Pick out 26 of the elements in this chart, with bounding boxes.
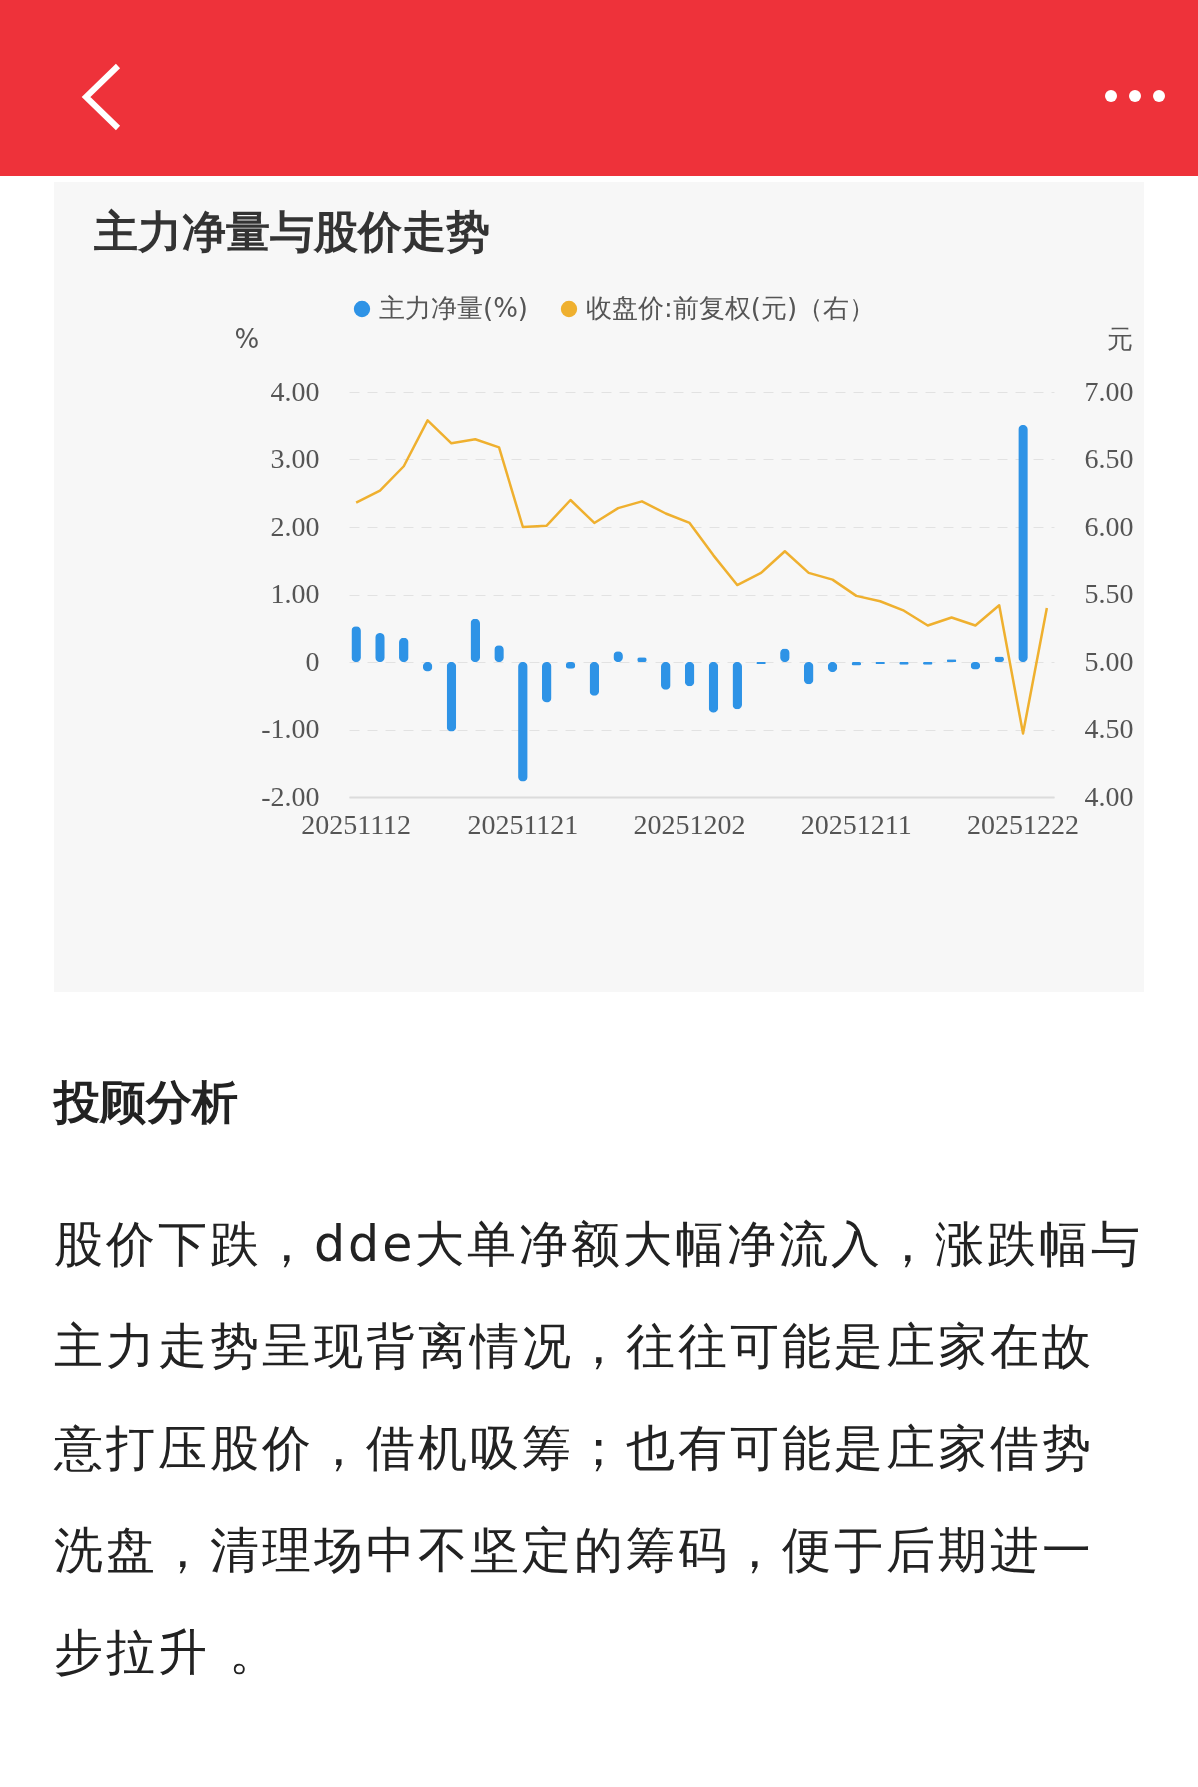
x-tick-label: 20251202 bbox=[633, 808, 746, 840]
x-tick-label: 20251211 bbox=[800, 808, 912, 840]
bar bbox=[446, 662, 457, 732]
y2-axis-title: 元 bbox=[1106, 323, 1133, 354]
text: 股价下跌，dde大单净额大幅净流入，涨跌幅与主力走势呈现背离情况，往往可能是庄家在故意打压股价，借机吸筹；也有可能是庄家借势洗盘，清理场中不坚定的筹码，便于后期进一步拉升 。 bbox=[54, 1215, 1144, 1683]
y2-tick-label: 5.00 bbox=[1084, 645, 1134, 677]
chart-title: 主力净量与股价走势 bbox=[93, 206, 490, 257]
y-tick-label: 3.00 bbox=[270, 443, 320, 474]
x-tick-label: 20251121 bbox=[467, 808, 579, 840]
y-tick-label: 0 bbox=[305, 645, 320, 677]
y2-tick-label: 7.00 bbox=[1084, 375, 1134, 407]
legend-label: 收盘价:前复权(元)（右） bbox=[586, 293, 876, 323]
y-tick-label: -1.00 bbox=[261, 713, 320, 744]
y2-tick-label: 6.50 bbox=[1084, 443, 1134, 474]
legend-label: 主力净量(%) bbox=[379, 293, 528, 323]
y2-tick-label: 6.00 bbox=[1084, 510, 1134, 542]
y-axis-title: % bbox=[234, 323, 260, 354]
x-tick-label: 20251222 bbox=[967, 808, 1080, 840]
y2-tick-label: 4.50 bbox=[1084, 713, 1134, 744]
y2-tick-label: 4.00 bbox=[1084, 780, 1134, 812]
text: 投顾分析 bbox=[54, 1074, 239, 1131]
line-series bbox=[354, 419, 1049, 735]
y-tick-label: 2.00 bbox=[270, 510, 320, 542]
y-tick-label: 1.00 bbox=[270, 578, 320, 609]
y-tick-label: 4.00 bbox=[270, 375, 320, 407]
y2-tick-label: 5.50 bbox=[1084, 578, 1134, 609]
